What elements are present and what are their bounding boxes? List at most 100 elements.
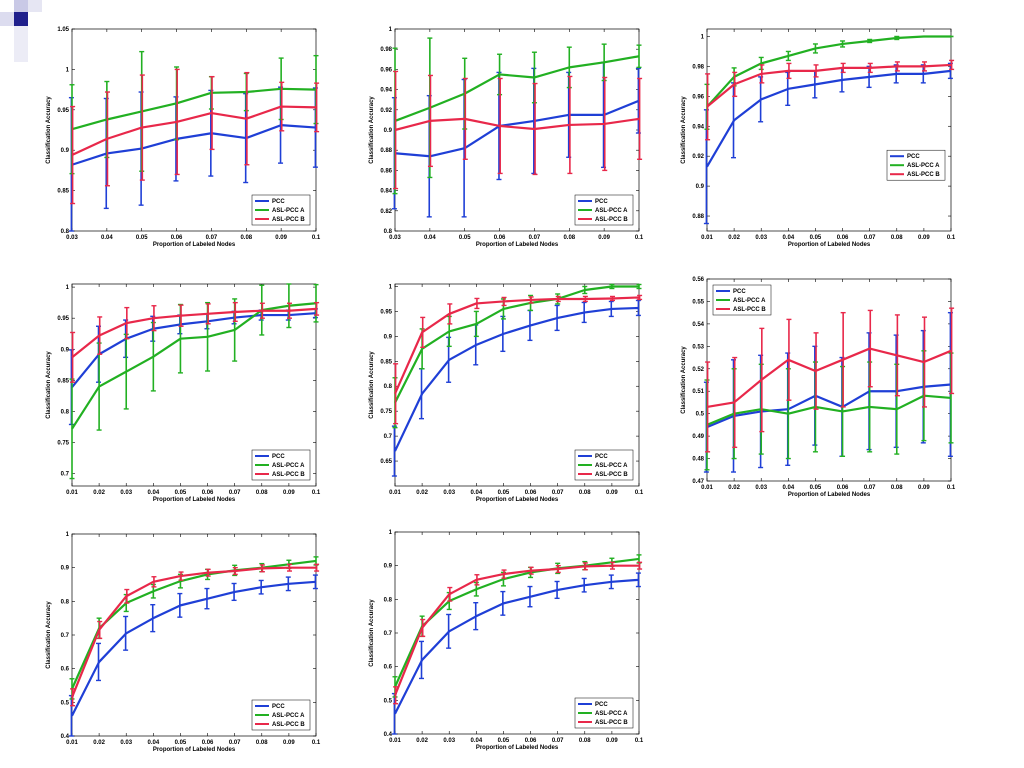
y-tick-label: 0.85 <box>57 378 69 384</box>
x-tick-label: 0.01 <box>389 738 401 744</box>
x-tick-label: 0.08 <box>579 738 591 744</box>
series-pcc <box>391 572 641 735</box>
series-line <box>71 124 317 166</box>
legend-label: PCC <box>733 289 746 295</box>
legend-label: ASL-PCC B <box>907 172 940 178</box>
legend-label: PCC <box>272 704 285 710</box>
legend: PCC ASL-PCC A ASL-PCC B <box>712 284 772 316</box>
x-tick-label: 0.05 <box>175 740 187 746</box>
y-axis-label: Classification Accuracy <box>681 346 687 414</box>
x-tick-label: 0.1 <box>312 740 321 746</box>
x-tick-label: 0.08 <box>563 235 575 241</box>
legend-label: PCC <box>272 199 285 205</box>
y-tick-label: 0.65 <box>380 459 392 465</box>
legend: PCC ASL-PCC A ASL-PCC B <box>251 699 311 731</box>
y-tick-label: 0.95 <box>57 316 69 322</box>
x-tick-label: 0.06 <box>171 235 183 241</box>
x-tick-label: 0.03 <box>120 490 132 496</box>
y-tick-label: 0.75 <box>380 409 392 415</box>
plot-area <box>706 28 952 232</box>
x-tick-label: 0.01 <box>66 740 78 746</box>
series-asl-pcc-b <box>393 70 643 190</box>
y-tick-label: 0.95 <box>57 108 69 114</box>
x-tick-label: 0.06 <box>837 485 849 491</box>
legend-label: ASL-PCC B <box>733 307 766 313</box>
x-tick-label: 0.06 <box>837 235 849 241</box>
y-tick-label: 0.9 <box>384 334 393 340</box>
y-tick-label: 0.7 <box>384 631 393 637</box>
y-tick-label: 0.94 <box>380 88 392 94</box>
series-line <box>706 35 951 108</box>
chart-panel-3: 0.01 0.02 0.03 0.04 0.05 0.06 0.07 0.08 0.09 0.1 0… <box>681 28 956 248</box>
legend-label: ASL-PCC A <box>595 208 628 214</box>
x-tick-label: 0.03 <box>66 235 78 241</box>
series-asl-pcc-b <box>393 294 643 425</box>
x-tick-label: 0.06 <box>525 738 537 744</box>
y-tick-label: 0.82 <box>380 209 392 215</box>
x-tick-label: 0.1 <box>312 235 321 241</box>
legend-label: ASL-PCC B <box>272 722 305 728</box>
y-tick-label: 0.6 <box>61 667 70 673</box>
x-axis-label: Proportion of Labeled Nodes <box>153 242 236 248</box>
series-line <box>706 69 952 168</box>
legend-label: PCC <box>595 454 608 460</box>
y-tick-label: 1 <box>389 284 393 290</box>
y-tick-label: 0.9 <box>61 347 70 353</box>
legend-label: ASL-PCC A <box>272 463 305 469</box>
series-pcc <box>68 574 318 737</box>
y-tick-label: 0.56 <box>692 277 704 283</box>
y-tick-label: 0.9 <box>384 564 393 570</box>
legend-label: ASL-PCC B <box>595 472 628 478</box>
y-tick-label: 0.7 <box>384 434 393 440</box>
x-tick-label: 0.02 <box>728 235 740 241</box>
series-line <box>393 296 640 395</box>
y-axis-label: Classification Accuracy <box>681 96 687 164</box>
y-axis-label: Classification Accuracy <box>46 351 52 419</box>
x-tick-label: 0.01 <box>701 235 713 241</box>
x-tick-label: 0.09 <box>598 235 610 241</box>
x-tick-label: 0.03 <box>443 490 455 496</box>
legend: PCC ASL-PCC A ASL-PCC B <box>574 194 634 226</box>
x-tick-label: 0.02 <box>93 490 105 496</box>
y-tick-label: 1 <box>389 27 393 33</box>
x-axis-label: Proportion of Labeled Nodes <box>153 497 236 503</box>
y-tick-label: 0.84 <box>380 189 392 195</box>
y-tick-label: 0.85 <box>380 359 392 365</box>
y-tick-label: 0.55 <box>692 299 704 305</box>
series-asl-pcc-b <box>705 59 955 141</box>
x-tick-label: 0.06 <box>202 490 214 496</box>
x-tick-label: 0.1 <box>635 235 644 241</box>
series-line <box>70 566 316 698</box>
x-tick-label: 0.04 <box>782 485 794 491</box>
y-tick-label: 0.88 <box>380 148 392 154</box>
legend-label: ASL-PCC A <box>907 163 940 169</box>
x-tick-label: 0.05 <box>810 235 822 241</box>
x-tick-label: 0.07 <box>529 235 541 241</box>
x-tick-label: 0.08 <box>256 740 268 746</box>
legend-label: PCC <box>272 454 285 460</box>
legend: PCC ASL-PCC A ASL-PCC B <box>574 449 634 481</box>
series-line <box>394 285 639 404</box>
legend-label: ASL-PCC B <box>595 217 628 223</box>
series-line <box>394 99 640 158</box>
x-tick-label: 0.1 <box>312 490 321 496</box>
x-tick-label: 0.09 <box>283 740 295 746</box>
y-tick-label: 0.47 <box>692 479 704 485</box>
x-tick-label: 0.08 <box>256 490 268 496</box>
y-tick-label: 0.75 <box>57 440 69 446</box>
x-tick-label: 0.04 <box>470 490 482 496</box>
y-tick-label: 0.8 <box>384 229 393 235</box>
series-line <box>394 55 640 122</box>
series-line <box>706 394 952 426</box>
x-tick-label: 0.09 <box>606 490 618 496</box>
series-line <box>70 559 317 690</box>
series-line <box>706 383 952 429</box>
y-tick-label: 1 <box>66 67 70 73</box>
series-line <box>394 578 640 715</box>
chart-panel-6: 0.01 0.02 0.03 0.04 0.05 0.06 0.07 0.08 0.09 0.1 0… <box>681 277 956 498</box>
x-tick-label: 0.06 <box>494 235 506 241</box>
x-tick-label: 0.03 <box>755 235 767 241</box>
slide-corner-decoration <box>0 12 14 26</box>
slide-corner-decoration <box>14 0 28 12</box>
y-tick-label: 0.7 <box>61 472 70 478</box>
